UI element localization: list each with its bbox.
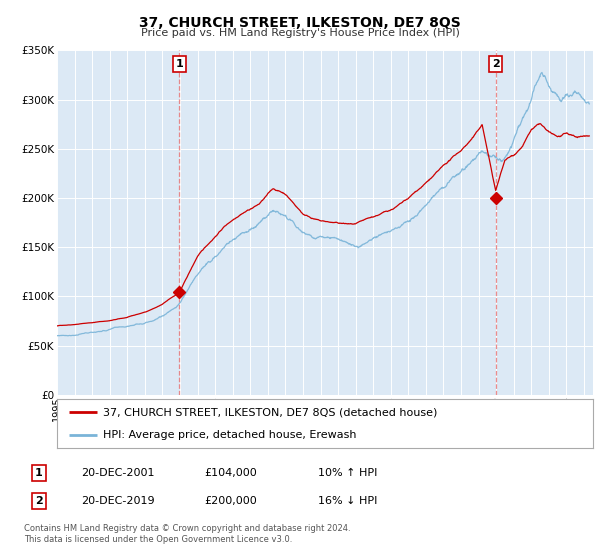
Text: £104,000: £104,000 (204, 468, 257, 478)
Text: 2: 2 (35, 496, 43, 506)
Text: This data is licensed under the Open Government Licence v3.0.: This data is licensed under the Open Gov… (24, 535, 292, 544)
Text: 1: 1 (176, 59, 184, 69)
Text: Contains HM Land Registry data © Crown copyright and database right 2024.: Contains HM Land Registry data © Crown c… (24, 524, 350, 533)
Text: 2: 2 (492, 59, 500, 69)
Text: 20-DEC-2019: 20-DEC-2019 (81, 496, 155, 506)
Text: 16% ↓ HPI: 16% ↓ HPI (318, 496, 377, 506)
Text: 20-DEC-2001: 20-DEC-2001 (81, 468, 155, 478)
Text: 1: 1 (35, 468, 43, 478)
Text: 37, CHURCH STREET, ILKESTON, DE7 8QS (detached house): 37, CHURCH STREET, ILKESTON, DE7 8QS (de… (103, 407, 437, 417)
Text: 10% ↑ HPI: 10% ↑ HPI (318, 468, 377, 478)
Text: £200,000: £200,000 (204, 496, 257, 506)
Text: HPI: Average price, detached house, Erewash: HPI: Average price, detached house, Erew… (103, 430, 356, 440)
Text: Price paid vs. HM Land Registry's House Price Index (HPI): Price paid vs. HM Land Registry's House … (140, 28, 460, 38)
Text: 37, CHURCH STREET, ILKESTON, DE7 8QS: 37, CHURCH STREET, ILKESTON, DE7 8QS (139, 16, 461, 30)
